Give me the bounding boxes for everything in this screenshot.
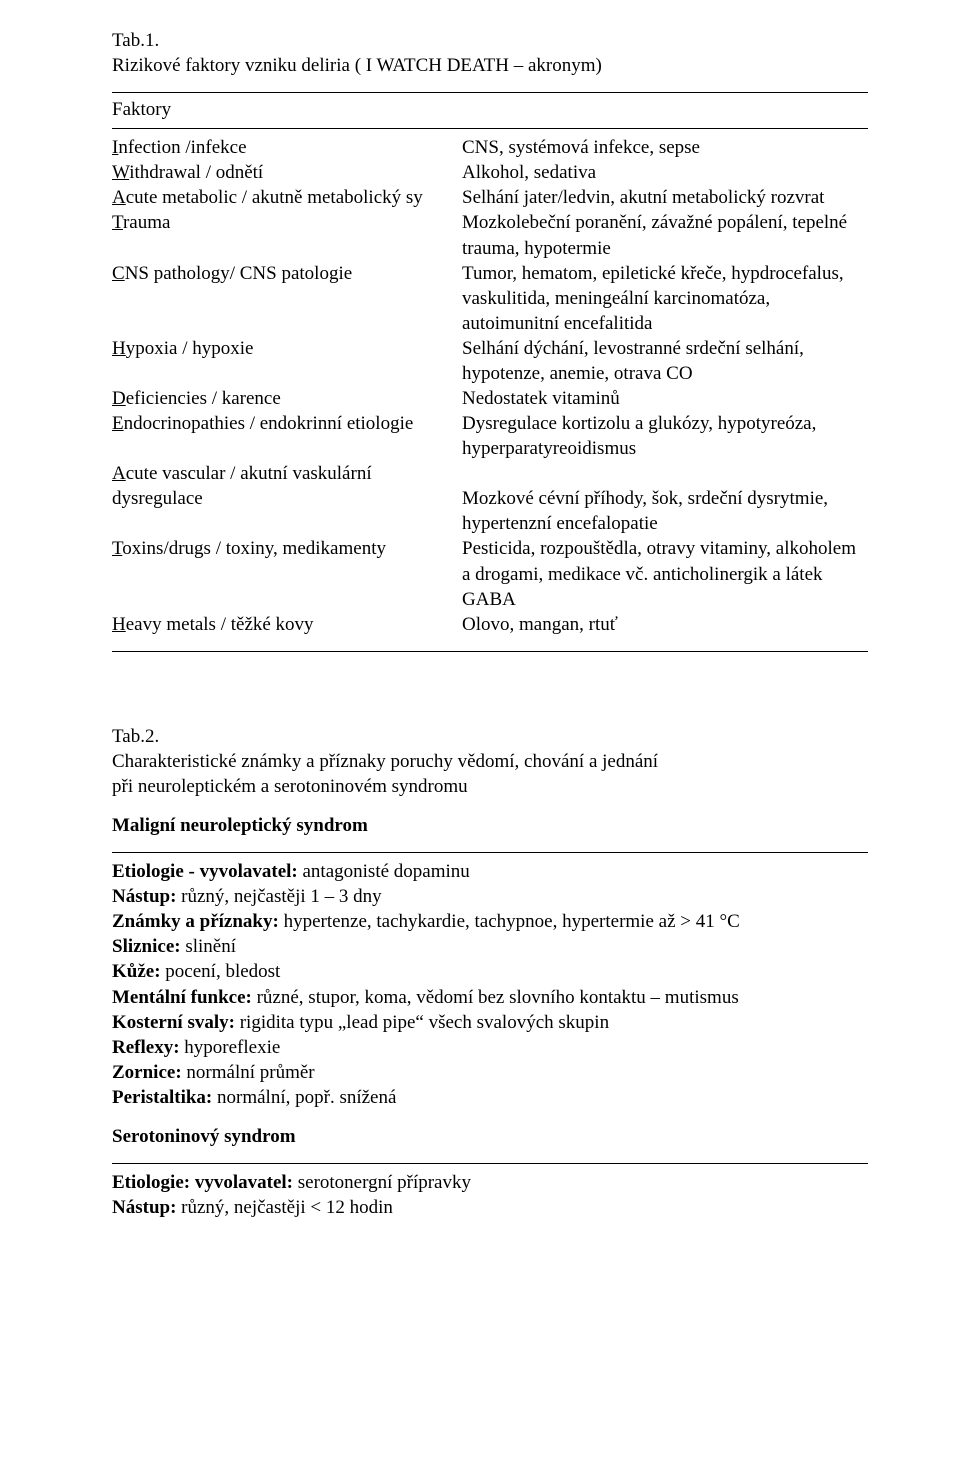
factor-letter: T bbox=[112, 538, 122, 559]
prop-label: Mentální funkce: bbox=[112, 987, 257, 1008]
prop-value: různý, nejčastěji 1 – 3 dny bbox=[181, 886, 382, 907]
table-row: Endocrinopathies / endokrinní etiologie … bbox=[112, 411, 868, 461]
tab1-header: Faktory bbox=[112, 93, 868, 128]
factor-letter: D bbox=[112, 388, 126, 409]
table-row: CNS pathology/ CNS patologie Tumor, hema… bbox=[112, 261, 868, 336]
tab1: Tab.1. Rizikové faktory vzniku deliria (… bbox=[112, 28, 868, 652]
prop-label: Známky a příznaky: bbox=[112, 911, 284, 932]
table-row: Acute metabolic / akutně metabolický sy … bbox=[112, 185, 868, 210]
prop-value: různý, nejčastěji < 12 hodin bbox=[181, 1197, 393, 1218]
factor-name: ndocrinopathies / endokrinní etiologie bbox=[124, 413, 414, 434]
prop-line: Reflexy: hyporeflexie bbox=[112, 1035, 868, 1060]
factor-name: eavy metals / těžké kovy bbox=[126, 614, 314, 635]
prop-value: různé, stupor, koma, vědomí bez slovního… bbox=[257, 987, 739, 1008]
table-row: Hypoxia / hypoxie Selhání dýchání, levos… bbox=[112, 336, 868, 386]
prop-value: slinění bbox=[185, 936, 236, 957]
factor-desc: Olovo, mangan, rtuť bbox=[462, 612, 868, 637]
prop-value: antagonisté dopaminu bbox=[303, 861, 470, 882]
prop-label: Zornice: bbox=[112, 1062, 186, 1083]
factor-letter: W bbox=[112, 162, 129, 183]
factor-letter: A bbox=[112, 187, 126, 208]
factor-name: ithdrawal / odnětí bbox=[129, 162, 263, 183]
tab2: Tab.2. Charakteristické známky a příznak… bbox=[112, 724, 868, 1220]
tab1-title: Rizikové faktory vzniku deliria ( I WATC… bbox=[112, 53, 868, 78]
prop-line: Etiologie - vyvolavatel: antagonisté dop… bbox=[112, 859, 868, 884]
prop-line: Peristaltika: normální, popř. snížená bbox=[112, 1085, 868, 1110]
tab2-title-line1: Charakteristické známky a příznaky poruc… bbox=[112, 749, 868, 774]
prop-value: serotonergní přípravky bbox=[298, 1172, 471, 1193]
factor-letter: H bbox=[112, 614, 126, 635]
factor-letter: A bbox=[112, 463, 126, 484]
factor-desc: Dysregulace kortizolu a glukózy, hypotyr… bbox=[462, 411, 868, 461]
prop-label: Kosterní svaly: bbox=[112, 1012, 240, 1033]
factor-name: NS pathology/ CNS patologie bbox=[125, 263, 352, 284]
factor-letter: C bbox=[112, 263, 125, 284]
prop-label: Etiologie - vyvolavatel: bbox=[112, 861, 303, 882]
factor-letter: E bbox=[112, 413, 124, 434]
prop-label: Kůže: bbox=[112, 961, 165, 982]
table-row: Deficiencies / karence Nedostatek vitami… bbox=[112, 386, 868, 411]
prop-line: Sliznice: slinění bbox=[112, 934, 868, 959]
factor-name: cute metabolic / akutně metabolický sy bbox=[126, 187, 423, 208]
prop-label: Reflexy: bbox=[112, 1037, 184, 1058]
factor-desc: Alkohol, sedativa bbox=[462, 160, 868, 185]
table-row: Infection /infekce CNS, systémová infekc… bbox=[112, 135, 868, 160]
table-row: Heavy metals / těžké kovy Olovo, mangan,… bbox=[112, 612, 868, 637]
prop-line: Etiologie: vyvolavatel: serotonergní pří… bbox=[112, 1170, 868, 1195]
prop-label: Etiologie: vyvolavatel: bbox=[112, 1172, 298, 1193]
prop-value: hyporeflexie bbox=[184, 1037, 280, 1058]
prop-label: Nástup: bbox=[112, 886, 181, 907]
prop-value: hypertenze, tachykardie, tachypnoe, hype… bbox=[284, 911, 740, 932]
factor-desc: Mozkolebeční poranění, závažné popálení,… bbox=[462, 210, 868, 260]
prop-line: Mentální funkce: různé, stupor, koma, vě… bbox=[112, 985, 868, 1010]
factor-desc: CNS, systémová infekce, sepse bbox=[462, 135, 868, 160]
factor-desc: Tumor, hematom, epiletické křeče, hypdro… bbox=[462, 261, 868, 336]
prop-line: Nástup: různý, nejčastěji 1 – 3 dny bbox=[112, 884, 868, 909]
prop-line: Kosterní svaly: rigidita typu „lead pipe… bbox=[112, 1010, 868, 1035]
serotonin-block: Etiologie: vyvolavatel: serotonergní pří… bbox=[112, 1164, 868, 1220]
prop-label: Peristaltika: bbox=[112, 1087, 217, 1108]
prop-line: Kůže: pocení, bledost bbox=[112, 959, 868, 984]
tab1-label: Tab.1. bbox=[112, 28, 868, 53]
table-row: Withdrawal / odnětí Alkohol, sedativa bbox=[112, 160, 868, 185]
prop-line: Známky a příznaky: hypertenze, tachykard… bbox=[112, 909, 868, 934]
prop-value: normální průměr bbox=[186, 1062, 314, 1083]
factor-name: cute vascular / akutní vaskulární dysreg… bbox=[112, 463, 372, 509]
factor-desc: Selhání jater/ledvin, akutní metabolický… bbox=[462, 185, 868, 210]
factor-desc: Selhání dýchání, levostranné srdeční sel… bbox=[462, 336, 868, 386]
factor-name: eficiencies / karence bbox=[126, 388, 281, 409]
factor-name: oxins/drugs / toxiny, medikamenty bbox=[122, 538, 386, 559]
prop-line: Nástup: různý, nejčastěji < 12 hodin bbox=[112, 1195, 868, 1220]
serotonin-header: Serotoninový syndrom bbox=[112, 1124, 868, 1149]
factor-name: nfection /infekce bbox=[118, 137, 246, 158]
prop-value: normální, popř. snížená bbox=[217, 1087, 396, 1108]
divider bbox=[112, 651, 868, 652]
table-row: Toxins/drugs / toxiny, medikamenty Pesti… bbox=[112, 536, 868, 611]
prop-line: Zornice: normální průměr bbox=[112, 1060, 868, 1085]
tab1-body: Infection /infekce CNS, systémová infekc… bbox=[112, 129, 868, 651]
prop-label: Sliznice: bbox=[112, 936, 185, 957]
prop-value: rigidita typu „lead pipe“ všech svalovýc… bbox=[240, 1012, 609, 1033]
factor-name: ypoxia / hypoxie bbox=[126, 338, 254, 359]
factor-letter: H bbox=[112, 338, 126, 359]
factor-letter: T bbox=[112, 212, 123, 233]
prop-value: pocení, bledost bbox=[165, 961, 280, 982]
malignant-header: Maligní neuroleptický syndrom bbox=[112, 813, 868, 838]
tab2-title-line2: při neuroleptickém a serotoninovém syndr… bbox=[112, 774, 868, 799]
factor-desc: Pesticida, rozpouštědla, otravy vitaminy… bbox=[462, 536, 868, 611]
tab2-label: Tab.2. bbox=[112, 724, 868, 749]
table-row: Trauma Mozkolebeční poranění, závažné po… bbox=[112, 210, 868, 260]
factor-desc: Mozkové cévní příhody, šok, srdeční dysr… bbox=[462, 488, 828, 534]
factor-desc: Nedostatek vitaminů bbox=[462, 386, 868, 411]
prop-label: Nástup: bbox=[112, 1197, 181, 1218]
factor-name: rauma bbox=[123, 212, 170, 233]
table-row: Acute vascular / akutní vaskulární dysre… bbox=[112, 461, 868, 536]
malignant-block: Etiologie - vyvolavatel: antagonisté dop… bbox=[112, 853, 868, 1110]
